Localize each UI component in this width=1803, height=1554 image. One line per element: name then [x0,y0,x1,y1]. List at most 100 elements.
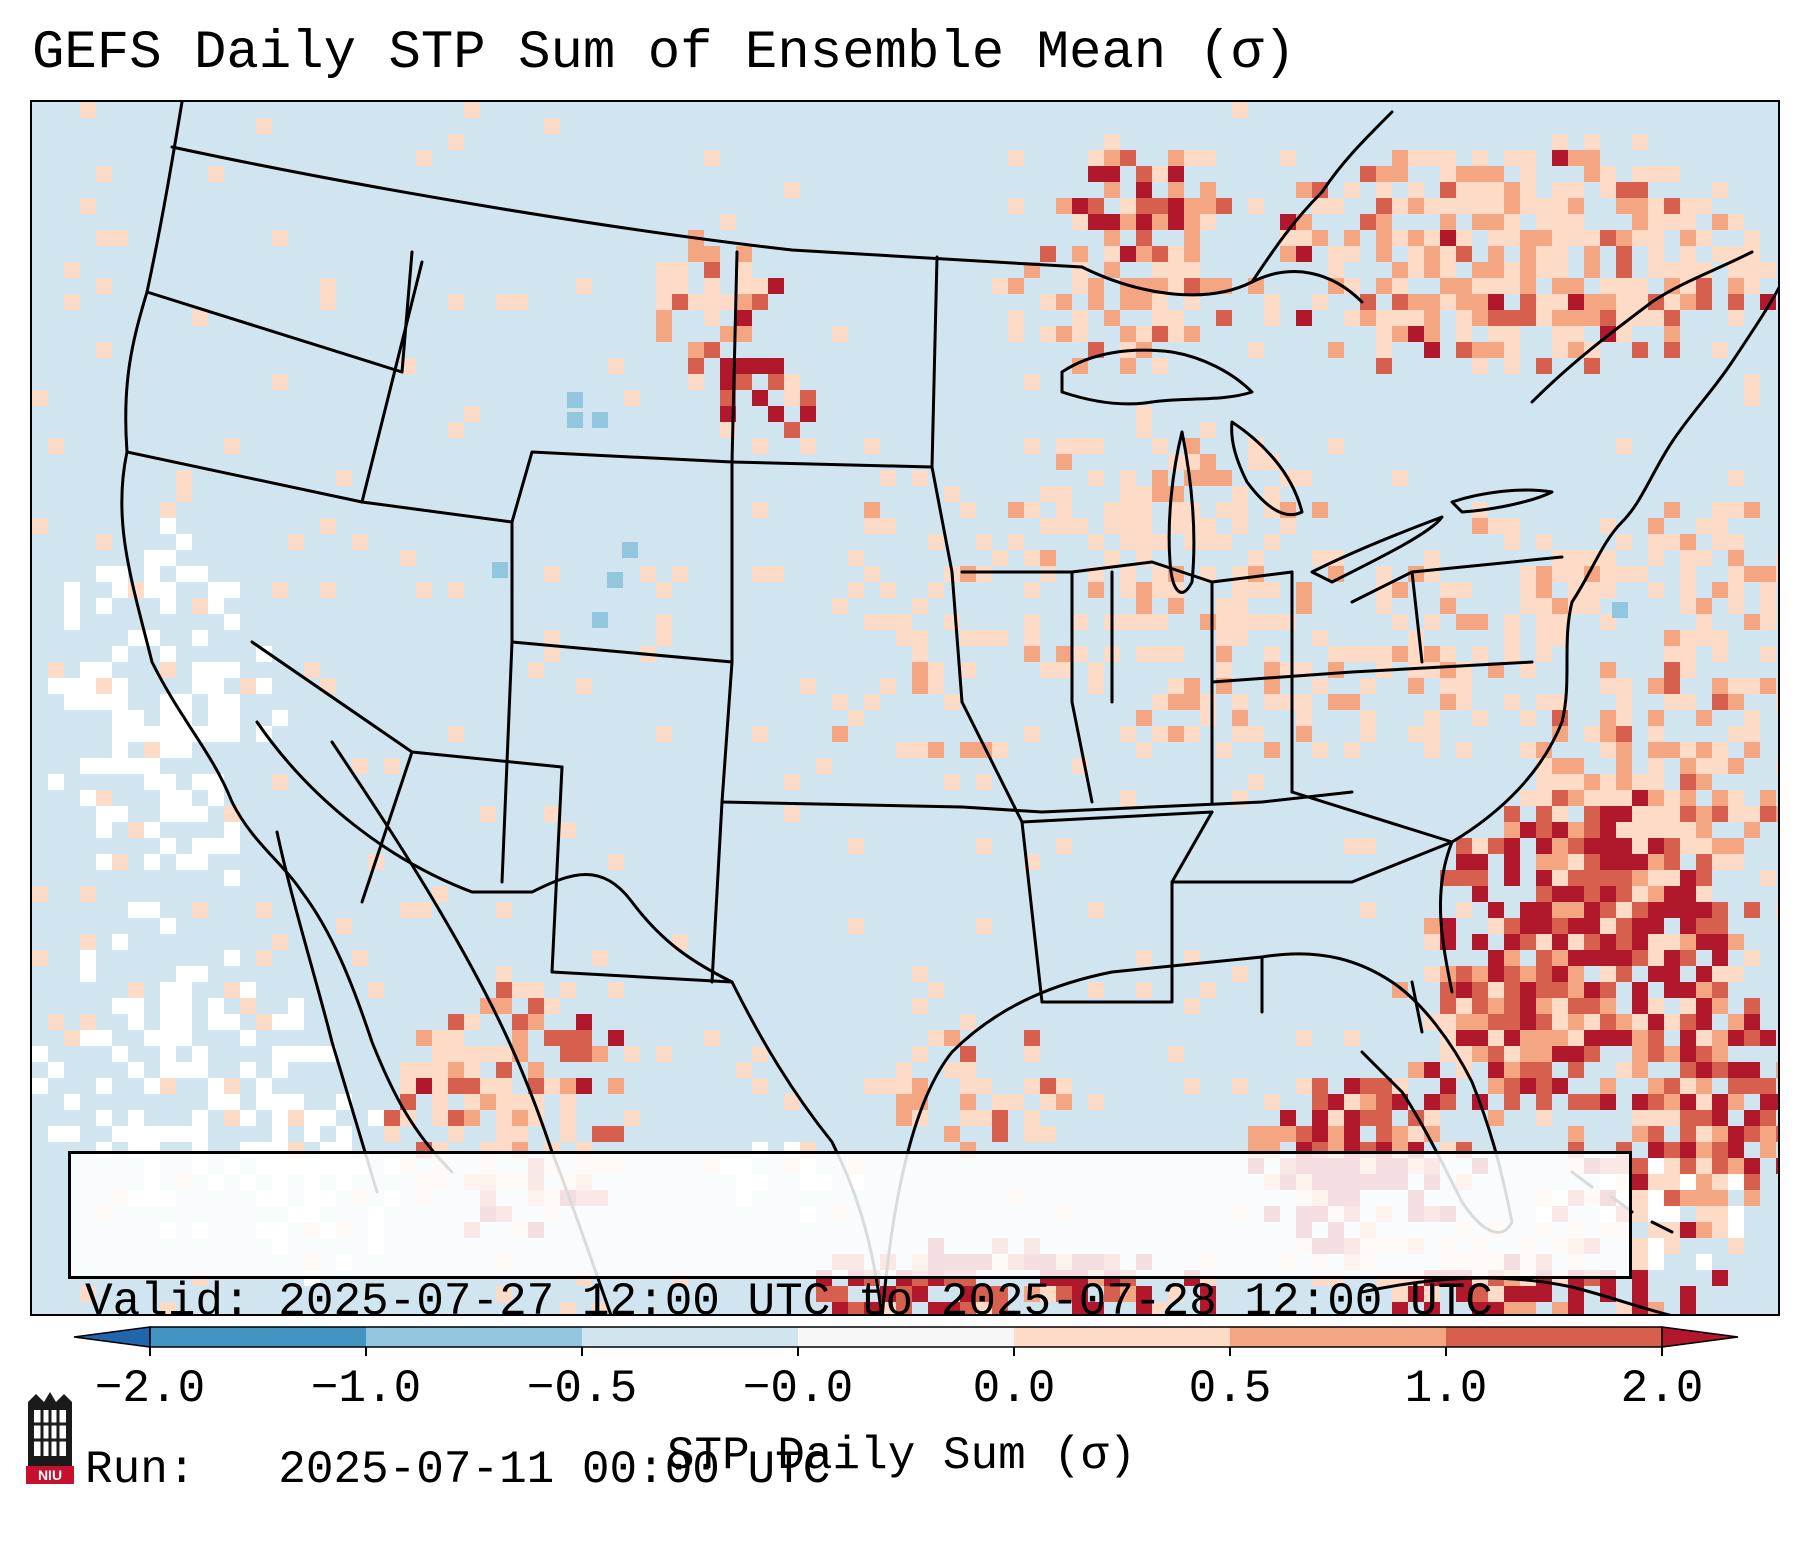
grid-cell [1712,1206,1728,1222]
grid-cell [832,694,848,710]
grid-cell [1664,342,1680,358]
logo-text: NIU [38,1467,62,1483]
grid-cell [1728,726,1744,742]
grid-cell [544,646,560,662]
grid-cell [1616,902,1632,918]
grid-cell [1104,214,1120,230]
grid-cell [768,278,784,294]
grid-cell [1456,982,1472,998]
grid-cell [1712,854,1728,870]
grid-cell [1504,518,1520,534]
grid-cell [1584,870,1600,886]
grid-cell [736,278,752,294]
grid-cell [160,1078,176,1094]
grid-cell [496,1062,512,1078]
grid-cell [80,1030,96,1046]
grid-cell [1728,1094,1744,1110]
grid-cell [1648,550,1664,566]
grid-cell [704,150,720,166]
grid-cell [1200,470,1216,486]
grid-cell [1488,518,1504,534]
grid-cell [1024,550,1040,566]
grid-cell [1664,870,1680,886]
grid-cell [912,742,928,758]
grid-cell [1504,182,1520,198]
grid-cell [1024,438,1040,454]
grid-cell [1600,854,1616,870]
state-boundary [1040,880,1174,1004]
grid-cell [1600,998,1616,1014]
grid-cell [1728,854,1744,870]
grid-cell [976,1110,992,1126]
grid-cell [1632,950,1648,966]
grid-cell [1328,198,1344,214]
grid-cell [1152,278,1168,294]
grid-cell [1488,950,1504,966]
grid-cell [432,1046,448,1062]
grid-cell [560,1302,576,1314]
grid-cell [896,614,912,630]
grid-cell [1072,518,1088,534]
grid-cell [832,598,848,614]
grid-cell [640,566,656,582]
grid-cell [1424,614,1440,630]
grid-cell [1520,902,1536,918]
grid-cell [1344,1030,1360,1046]
grid-cell [208,710,224,726]
grid-cell [576,1078,592,1094]
grid-cell [1488,230,1504,246]
grid-cell [1536,1030,1552,1046]
grid-cell [1552,278,1568,294]
grid-cell [1552,1014,1568,1030]
grid-cell [816,758,832,774]
grid-cell [1744,1030,1760,1046]
grid-cell [1392,1286,1408,1302]
grid-cell [320,294,336,310]
grid-cell [1680,646,1696,662]
grid-cell [1536,950,1552,966]
grid-cell [1744,726,1760,742]
grid-cell [1456,198,1472,214]
grid-cell [1120,518,1136,534]
grid-cell [1328,1094,1344,1110]
grid-cell [1760,566,1776,582]
grid-cell [960,1014,976,1030]
grid-cell [1376,278,1392,294]
grid-cell [1424,1110,1440,1126]
grid-cell [1744,806,1760,822]
grid-cell [1600,1030,1616,1046]
grid-cell [160,1030,176,1046]
grid-cell [320,1046,336,1062]
grid-cell [1664,838,1680,854]
grid-cell [1136,406,1152,422]
grid-cell [1152,246,1168,262]
grid-cell [64,678,80,694]
grid-cell [48,662,64,678]
grid-cell [432,1110,448,1126]
grid-cell [224,438,240,454]
grid-cell [1664,822,1680,838]
grid-cell [1376,342,1392,358]
grid-cell [848,918,864,934]
grid-cell [960,502,976,518]
grid-cell [1248,774,1264,790]
grid-cell [224,822,240,838]
grid-cell [1600,182,1616,198]
grid-cell [1264,310,1280,326]
grid-cell [1440,150,1456,166]
grid-cell [1520,918,1536,934]
grid-cell [1072,1302,1088,1314]
grid-cell [1712,1190,1728,1206]
grid-cell [1520,662,1536,678]
grid-cell [1552,310,1568,326]
grid-cell [1328,438,1344,454]
grid-cell [1648,518,1664,534]
grid-cell [160,790,176,806]
grid-cell [1616,566,1632,582]
grid-cell [1552,1078,1568,1094]
grid-cell [176,470,192,486]
grid-cell [496,902,512,918]
grid-cell [1600,662,1616,678]
grid-cell [1472,966,1488,982]
grid-cell [1712,1270,1728,1286]
